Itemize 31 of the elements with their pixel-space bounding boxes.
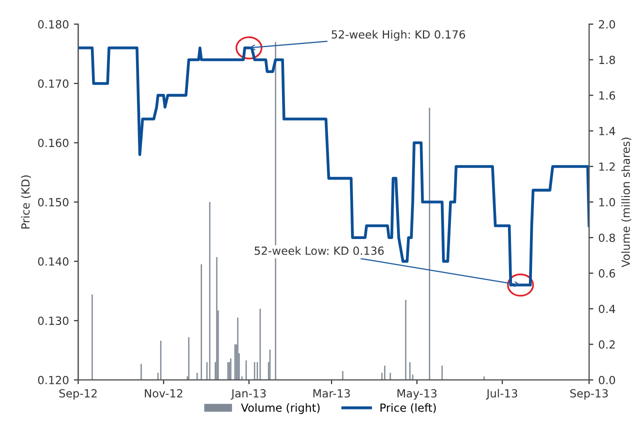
x-tick-label: Jul-13: [486, 388, 518, 400]
x-tick-label: Mar-13: [313, 389, 350, 398]
y2-tick-label: 0.0: [598, 376, 616, 384]
y2-tick-label: 1.6: [599, 91, 616, 100]
y2-tick-label: 1.0: [599, 198, 616, 206]
x-tick-label: Jan-13: [230, 389, 266, 400]
y-tick-label: 0.120: [38, 376, 68, 384]
legend-label: Price (left): [380, 403, 436, 414]
y2-tick-label: 2.0: [598, 20, 616, 29]
y-tick-label: 0.170: [38, 79, 68, 88]
y2-tick-label: 1.2: [599, 162, 615, 171]
legend-label: Volume (right): [241, 403, 320, 414]
y-tick-label: 0.160: [38, 138, 68, 148]
y2-axis-title: Volume (million shares): [621, 138, 632, 268]
x-tick-label: Sep-13: [570, 389, 608, 400]
x-tick-label: May-13: [398, 389, 436, 400]
y-tick-label: 0.130: [38, 316, 68, 325]
y-tick-label: 0.150: [38, 198, 68, 206]
y2-tick-label: 0.6: [598, 269, 616, 278]
y2-tick-label: 1.4: [599, 127, 616, 136]
annotation: 52-week High: KD 0.176: [332, 30, 466, 41]
y-tick-label: 0.180: [38, 20, 68, 29]
y2-tick-label: 0.4: [598, 304, 616, 314]
y-axis-title: Price (KD): [21, 175, 31, 229]
y2-tick-label: 0.2: [598, 340, 615, 349]
x-tick-label: Sep-12: [59, 389, 97, 400]
y-tick-label: 0.140: [38, 257, 68, 266]
x-tick-label: Nov-12: [144, 389, 182, 398]
y2-tick-label: 0.8: [598, 234, 616, 242]
y2-tick-label: 1.8: [599, 56, 616, 64]
annotation: 52-week Low: KD 0.136: [254, 246, 384, 255]
